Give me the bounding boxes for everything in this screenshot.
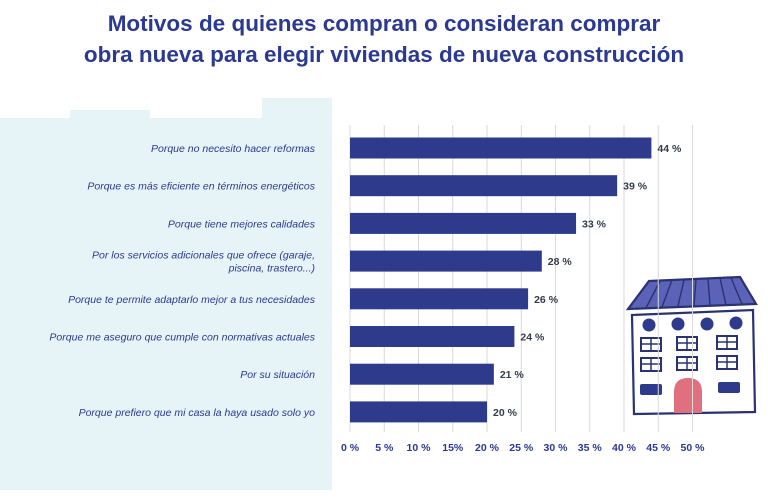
value-label: 44 % bbox=[657, 143, 682, 155]
value-label: 26 % bbox=[534, 294, 559, 306]
x-tick-label: 25 % bbox=[509, 442, 534, 454]
category-labels: Porque no necesito hacer reformas Porque … bbox=[49, 143, 315, 419]
x-tick-label: 0 % bbox=[341, 442, 360, 454]
chart-title-line-1: Motivos de quienes compran o consideran … bbox=[107, 11, 661, 36]
bar bbox=[350, 363, 494, 385]
value-label: 39 % bbox=[623, 181, 648, 193]
bar bbox=[350, 401, 487, 423]
value-label: 33 % bbox=[582, 218, 607, 230]
category-label: Por su situación bbox=[240, 369, 315, 381]
value-label: 24 % bbox=[520, 332, 545, 344]
category-label: Porque prefiero que mi casa la haya usad… bbox=[79, 407, 316, 419]
category-label: Porque no necesito hacer reformas bbox=[151, 143, 316, 155]
category-label: Porque te permite adaptarlo mejor a tus … bbox=[68, 294, 316, 306]
value-label: 21 % bbox=[500, 369, 525, 381]
chart-title-line-2: obra nueva para elegir viviendas de nuev… bbox=[83, 42, 685, 67]
bar bbox=[350, 326, 515, 347]
bar bbox=[350, 137, 652, 159]
x-tick-label: 15% bbox=[442, 442, 464, 454]
building-icon bbox=[625, 275, 758, 416]
bar bbox=[350, 175, 618, 197]
x-tick-label: 30 % bbox=[544, 442, 569, 454]
grid-lines bbox=[349, 125, 693, 432]
x-tick-label: 10 % bbox=[407, 442, 432, 454]
bars bbox=[350, 137, 652, 423]
bar bbox=[350, 212, 577, 234]
value-labels: 44 % 39 % 33 % 28 % 26 % 24 % 21 % 20 % bbox=[493, 143, 682, 419]
value-label: 28 % bbox=[548, 256, 573, 268]
background-building-silhouette bbox=[0, 98, 332, 488]
x-tick-label: 40 % bbox=[612, 442, 637, 454]
x-tick-label: 45 % bbox=[646, 442, 671, 454]
background-dashed-line bbox=[0, 488, 332, 490]
bar bbox=[350, 288, 529, 310]
bar bbox=[350, 250, 542, 272]
category-label: Por los servicios adicionales que ofrece… bbox=[92, 250, 315, 275]
value-label: 20 % bbox=[493, 407, 518, 419]
chart-title: Motivos de quienes compran o consideran … bbox=[0, 8, 768, 70]
x-tick-label: 35 % bbox=[578, 442, 603, 454]
category-label: Porque es más eficiente en términos ener… bbox=[87, 181, 315, 193]
category-label: Porque me aseguro que cumple con normati… bbox=[49, 332, 315, 344]
x-tick-label: 20 % bbox=[475, 442, 500, 454]
x-tick-label: 50 % bbox=[681, 442, 706, 454]
x-tick-label: 5 % bbox=[375, 442, 394, 454]
category-label: Porque tiene mejores calidades bbox=[168, 218, 316, 230]
x-axis-tick-labels: 0 % 5 % 10 % 15% 20 % 25 % 30 % 35 % 40 % 45 % 50 … bbox=[341, 442, 705, 454]
